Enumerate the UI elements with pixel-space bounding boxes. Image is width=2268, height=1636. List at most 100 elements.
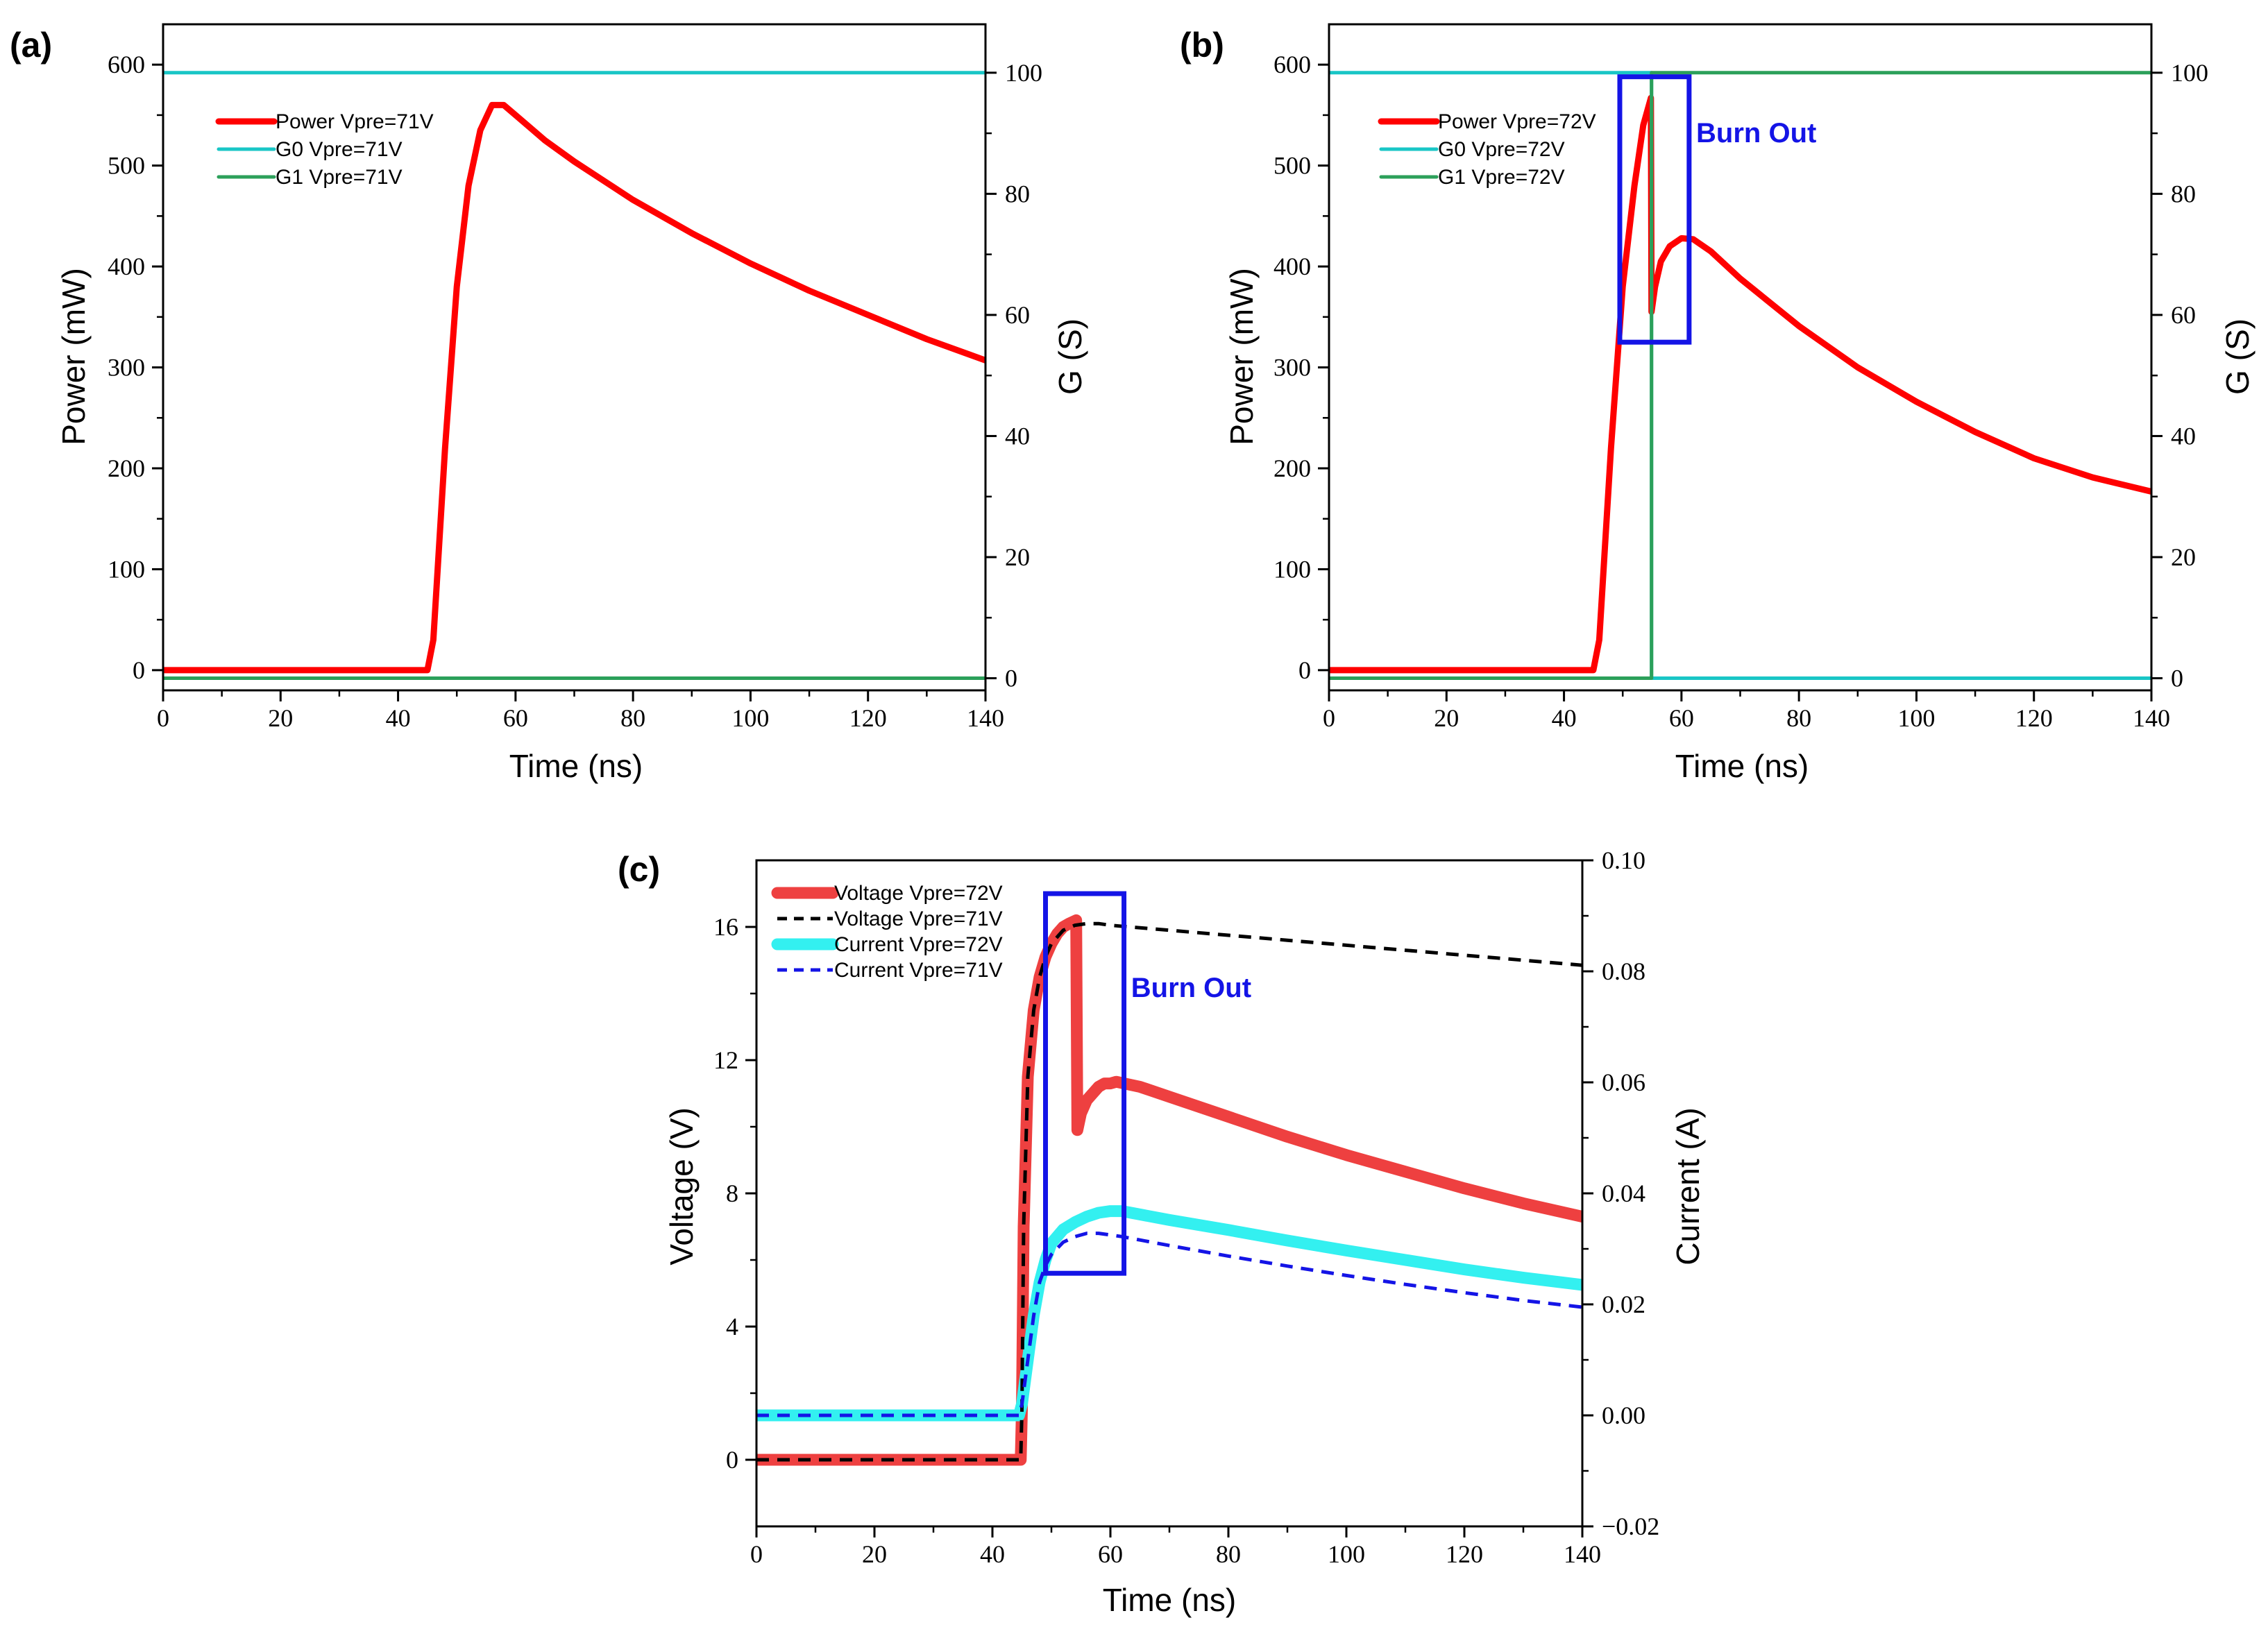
panel-label: (a) [10, 26, 52, 65]
x-axis-title: Time (ns) [1675, 748, 1809, 784]
legend-label: Current Vpre=71V [834, 959, 1003, 982]
panel-label: (b) [1180, 26, 1224, 65]
y2-tick-label: 60 [2171, 301, 2196, 329]
x-tick-label: 60 [1098, 1540, 1123, 1568]
y2-tick-label: 0.08 [1602, 957, 1645, 985]
y-tick-label: 200 [108, 454, 145, 482]
burn-out-label: Burn Out [1696, 118, 1816, 148]
x-tick-label: 120 [849, 704, 887, 732]
burn-out-box [1617, 74, 1692, 345]
x-tick-label: 40 [1552, 704, 1577, 732]
legend-label: G1 Vpre=72V [1438, 166, 1565, 189]
y-tick-label: 4 [726, 1313, 738, 1340]
y2-tick-label: 20 [1005, 543, 1030, 571]
panel-label: (c) [618, 850, 660, 889]
x-tick-label: 120 [2015, 704, 2053, 732]
legend-label: Voltage Vpre=72V [834, 882, 1003, 905]
y-tick-label: 200 [1273, 454, 1311, 482]
y2-tick-label: 0 [1005, 665, 1017, 692]
x-tick-label: 120 [1446, 1540, 1483, 1568]
y-tick-label: 400 [108, 253, 145, 280]
x-tick-label: 20 [1434, 704, 1459, 732]
y2-tick-label: 0 [2171, 665, 2183, 692]
x-tick-label: 20 [862, 1540, 887, 1568]
series-line-power-vpre-72v [1329, 94, 2151, 674]
y2-tick-label: 20 [2171, 543, 2196, 571]
y2-tick-label: 60 [1005, 301, 1030, 329]
y-tick-label: 300 [1273, 354, 1311, 382]
legend: Power Vpre=72V G0 Vpre=72V G1 Vpre=72V [1378, 110, 1596, 189]
legend-label: Current Vpre=72V [834, 933, 1003, 956]
x-tick-label: 60 [503, 704, 528, 732]
series-line-g1-vpre-72v [1329, 71, 2151, 680]
x-tick-label: 140 [967, 704, 1004, 732]
legend-label: Voltage Vpre=71V [834, 908, 1003, 930]
legend-label: G1 Vpre=71V [276, 166, 403, 189]
y-tick-label: 400 [1273, 253, 1311, 280]
y-tick-label: 8 [726, 1179, 738, 1207]
legend-label: G0 Vpre=71V [276, 138, 403, 161]
legend: Voltage Vpre=72V Voltage Vpre=71V Current … [771, 882, 1003, 982]
x-axis-title: Time (ns) [1103, 1582, 1237, 1618]
y-tick-label: 600 [108, 51, 145, 78]
y2-axis-title: Current (A) [1670, 1107, 1706, 1265]
x-tick-label: 140 [2133, 704, 2170, 732]
series-group [1329, 71, 2151, 680]
x-tick-label: 80 [1216, 1540, 1241, 1568]
x-tick-label: 0 [750, 1540, 763, 1568]
plot-area: 0 20 40 60 80 100 120 1400100200300400500600020… [108, 23, 1042, 732]
legend: Power Vpre=71V G0 Vpre=71V G1 Vpre=71V [215, 110, 434, 189]
chart-panel-a: (a) 0 20 40 60 80 100 120 140010020030040050060… [10, 23, 1088, 784]
y2-tick-label: 0.02 [1602, 1290, 1645, 1318]
y2-tick-label: 0.00 [1602, 1401, 1645, 1429]
y-tick-label: 500 [108, 152, 145, 180]
y2-tick-label: 80 [2171, 180, 2196, 207]
series-group [163, 71, 985, 680]
y-tick-label: 300 [108, 354, 145, 382]
series-line-current-vpre-71v [756, 1232, 1582, 1417]
y2-tick-label: 40 [2171, 422, 2196, 450]
x-tick-label: 40 [386, 704, 411, 732]
y2-tick-label: 100 [1005, 59, 1042, 87]
x-tick-label: 80 [620, 704, 645, 732]
y-tick-label: 0 [1298, 656, 1311, 684]
x-tick-label: 0 [1323, 704, 1335, 732]
x-tick-label: 140 [1564, 1540, 1601, 1568]
x-tick-label: 100 [1897, 704, 1935, 732]
x-tick-label: 20 [268, 704, 293, 732]
y-tick-label: 600 [1273, 51, 1311, 78]
x-tick-label: 60 [1669, 704, 1694, 732]
x-tick-label: 100 [731, 704, 769, 732]
legend-label: Power Vpre=71V [276, 110, 434, 133]
legend-label: Power Vpre=72V [1438, 110, 1596, 133]
y-tick-label: 12 [713, 1046, 738, 1074]
y-axis-title: Power (mW) [56, 268, 92, 445]
burn-out-label: Burn Out [1131, 973, 1251, 1003]
legend-label: G0 Vpre=72V [1438, 138, 1565, 161]
y-tick-label: 100 [1273, 555, 1311, 583]
burn-out-box [1043, 891, 1127, 1276]
series-group [756, 914, 1582, 1466]
plot-area: 0 20 40 60 80 100 120 1400100200300400500600020… [1273, 23, 2208, 732]
series-line-power-vpre-71v [163, 101, 985, 674]
y2-axis-title: G (S) [1052, 318, 1088, 395]
x-tick-label: 0 [157, 704, 169, 732]
y-tick-label: 100 [108, 555, 145, 583]
y2-tick-label: 40 [1005, 422, 1030, 450]
y-tick-label: 0 [133, 656, 145, 684]
y-tick-label: 500 [1273, 152, 1311, 180]
x-tick-label: 40 [980, 1540, 1005, 1568]
y-axis-title: Voltage (V) [663, 1107, 700, 1266]
y2-tick-label: 0.10 [1602, 846, 1645, 874]
series-line-current-vpre-72v [756, 1205, 1582, 1422]
y2-tick-label: 80 [1005, 180, 1030, 207]
plot-area: 0 20 40 60 80 100 120 140 0 4 8 12 16 −0.02 0.00 0.02 0.… [713, 846, 1659, 1568]
y2-tick-label: 0.06 [1602, 1068, 1645, 1096]
x-axis-title: Time (ns) [509, 748, 643, 784]
y2-axis-title: G (S) [2219, 318, 2256, 395]
y-axis-title: Power (mW) [1224, 268, 1260, 445]
chart-panel-c: (c) 0 20 40 60 80 100 120 140 0 4 8 12 16 −0.02 0.00 0.… [618, 846, 1706, 1618]
y2-tick-label: −0.02 [1602, 1513, 1659, 1540]
series-line-voltage-vpre-71v [756, 921, 1582, 1462]
